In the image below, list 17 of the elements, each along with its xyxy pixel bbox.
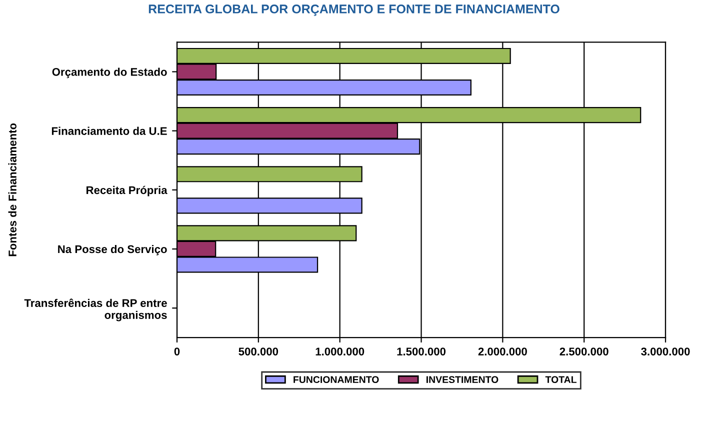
y-tick-label: Financiamento da U.E: [52, 126, 167, 135]
x-tick-label: 500.000: [238, 348, 278, 356]
y-tick-label: Na Posse do Serviço: [58, 244, 167, 256]
legend-label: TOTAL: [545, 376, 576, 384]
y-tick-label: Receita Própria: [86, 186, 168, 196]
x-tick-label: 2.500.000: [560, 348, 608, 356]
y-tick-label: Orçamento do Estado: [52, 68, 167, 78]
x-tick-label: 0: [174, 348, 180, 356]
x-tick-label: 2.000.000: [478, 348, 527, 356]
x-tick-label: 3.000.000: [641, 348, 690, 356]
legend-label: FUNCIONAMENTO: [294, 376, 379, 384]
chart-title: RECEITA GLOBAL POR ORÇAMENTO E FONTE DE FINANCIAMENTO: [148, 4, 560, 16]
x-tick-label: 1.500.000: [397, 348, 446, 356]
y-tick-label: Transferências de RP entre organismos: [24, 298, 167, 322]
x-tick-label: 1.000.000: [316, 348, 364, 356]
legend-label: INVESTIMENTO: [426, 376, 498, 384]
y-axis-title: Fontes de Financiamento: [8, 123, 16, 256]
